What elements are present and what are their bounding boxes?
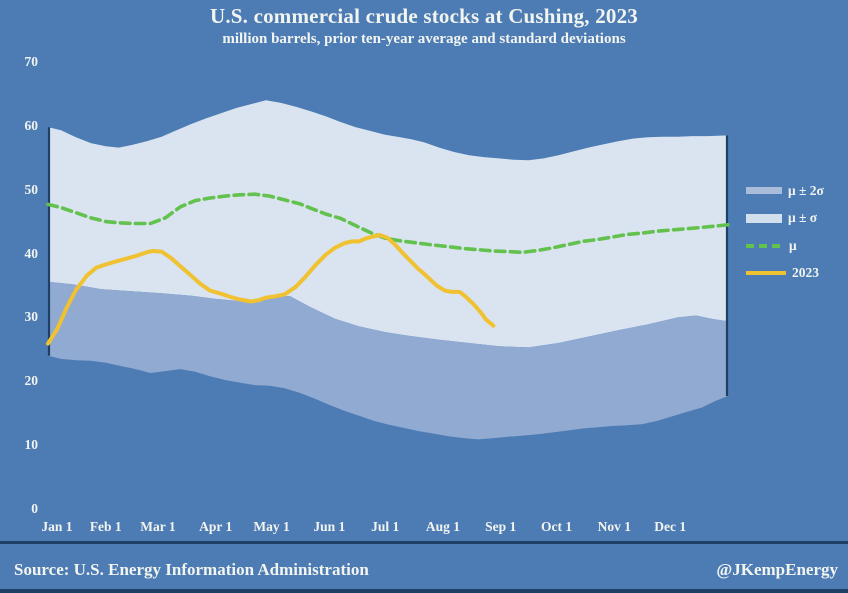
y-tick-label: 20	[24, 373, 39, 389]
y-tick-label: 30	[24, 309, 39, 325]
x-tick-label: Nov 1	[597, 519, 632, 534]
legend-row: μ ± σ	[746, 205, 824, 233]
legend-row: μ ± 2σ	[746, 177, 824, 205]
chart-title: U.S. commercial crude stocks at Cushing,…	[209, 4, 638, 28]
legend-swatch-band-2sigma	[746, 187, 782, 195]
band-mu-sigma	[48, 100, 728, 348]
x-tick-label: Jun 1	[313, 519, 346, 534]
x-tick-label: Sep 1	[485, 519, 517, 534]
y-tick-label: 10	[24, 437, 39, 453]
x-tick-label: Dec 1	[654, 519, 687, 534]
author-handle: @JKempEnergy	[716, 560, 838, 579]
legend-swatch-dashed-line	[746, 243, 783, 248]
legend-label: μ ± σ	[788, 210, 818, 226]
x-tick-label: Apr 1	[199, 519, 233, 534]
legend-row: 2023	[746, 260, 824, 288]
x-tick-label: Mar 1	[140, 519, 176, 534]
legend-label: μ	[789, 237, 797, 253]
x-tick-label: Aug 1	[425, 519, 461, 534]
x-tick-label: Jan 1	[41, 519, 73, 534]
x-tick-label: Jul 1	[371, 519, 400, 534]
line-2023	[46, 233, 496, 346]
legend: μ ± 2σ μ ± σ μ 2023	[746, 177, 824, 287]
footer-divider	[0, 541, 848, 544]
plot-area	[46, 100, 730, 440]
source-credit: Source: U.S. Energy Information Administ…	[14, 560, 369, 579]
x-tick-label: Oct 1	[541, 519, 573, 534]
legend-label: μ ± 2σ	[788, 182, 824, 198]
x-tick-label: Feb 1	[89, 519, 122, 534]
y-tick-label: 60	[24, 117, 39, 133]
y-tick-label: 0	[31, 501, 38, 516]
legend-label: 2023	[792, 265, 819, 281]
y-tick-label: 70	[24, 53, 39, 69]
x-tick-label: May 1	[253, 519, 290, 534]
band-mu-2sigma-lower	[48, 281, 728, 440]
y-tick-label: 40	[24, 245, 39, 261]
legend-swatch-line	[746, 271, 786, 276]
legend-swatch-band-sigma	[746, 213, 782, 223]
chart-subtitle: million barrels, prior ten-year average …	[222, 31, 626, 47]
legend-row: μ	[746, 232, 824, 260]
bottom-border	[0, 589, 848, 593]
y-tick-label: 50	[24, 181, 39, 197]
